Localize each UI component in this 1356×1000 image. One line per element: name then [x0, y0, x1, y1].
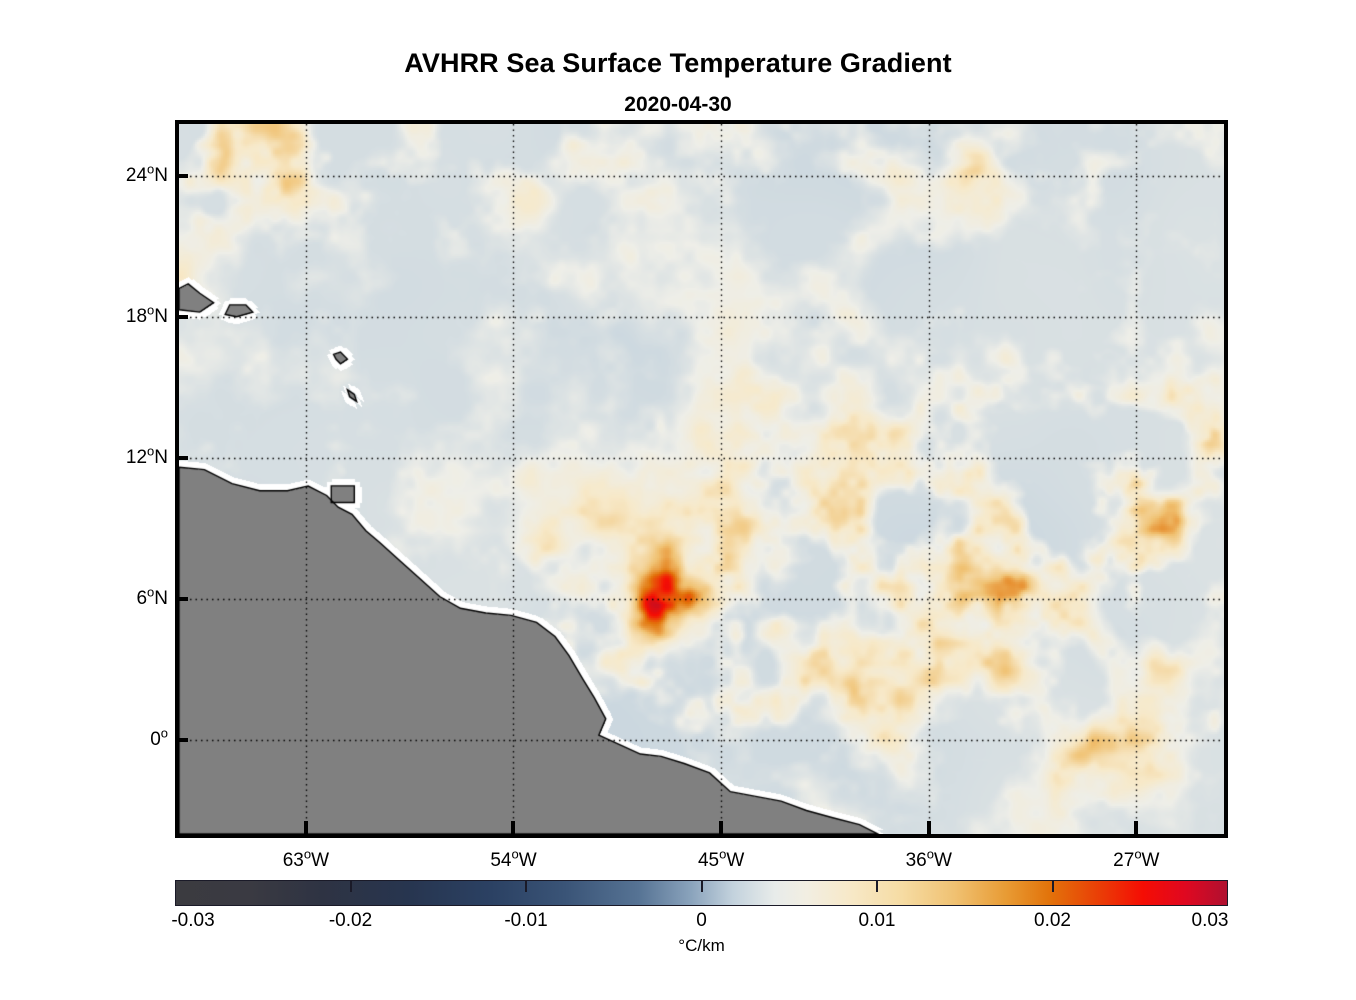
map-plot-area — [175, 120, 1228, 838]
y-axis-label-0: 24oN — [125, 161, 168, 186]
colorbar-tick-mark — [1051, 881, 1054, 892]
x-tick-mark — [719, 821, 724, 834]
colorbar-tick-label-4: 0.01 — [858, 910, 896, 931]
x-tick-mark — [1134, 821, 1139, 834]
y-tick-mark — [175, 314, 188, 319]
colorbar-tick-mark — [349, 881, 352, 892]
y-axis-label-1: 18oN — [125, 302, 168, 327]
sst-gradient-heatmap — [179, 124, 1224, 834]
colorbar-tick-mark — [876, 881, 878, 892]
y-tick-mark — [175, 737, 188, 742]
y-axis-label-4: 0o — [150, 725, 168, 750]
x-axis-label-4: 27oW — [1113, 846, 1160, 871]
x-axis-label-3: 36oW — [905, 846, 952, 871]
page-title: AVHRR Sea Surface Temperature Gradient — [404, 48, 952, 78]
x-tick-mark — [303, 821, 308, 834]
x-axis-label-1: 54oW — [490, 846, 537, 871]
x-tick-mark — [926, 821, 931, 834]
colorbar-tick-label-6: 0.03 — [1191, 910, 1229, 931]
colorbar-unit-label: °C/km — [678, 936, 725, 955]
y-axis-label-3: 6oN — [136, 584, 168, 609]
colorbar-tick-mark — [700, 881, 703, 892]
y-tick-mark — [175, 596, 188, 601]
colorbar-tick-label-1: -0.02 — [328, 910, 373, 931]
colorbar-tick-label-5: 0.02 — [1034, 910, 1071, 931]
x-axis-label-0: 63oW — [282, 846, 330, 871]
colorbar-tick-label-2: -0.01 — [504, 910, 548, 931]
y-axis-label-2: 12oN — [125, 443, 168, 468]
y-tick-mark — [175, 173, 188, 178]
colorbar-tick-mark — [525, 881, 527, 892]
colorbar-tick-label-0: -0.03 — [171, 910, 215, 931]
x-axis-label-2: 45oW — [697, 846, 745, 871]
y-tick-mark — [175, 455, 188, 460]
colorbar-tick-label-3: 0 — [696, 910, 707, 931]
x-tick-mark — [511, 821, 516, 834]
date-subtitle: 2020-04-30 — [624, 93, 732, 116]
